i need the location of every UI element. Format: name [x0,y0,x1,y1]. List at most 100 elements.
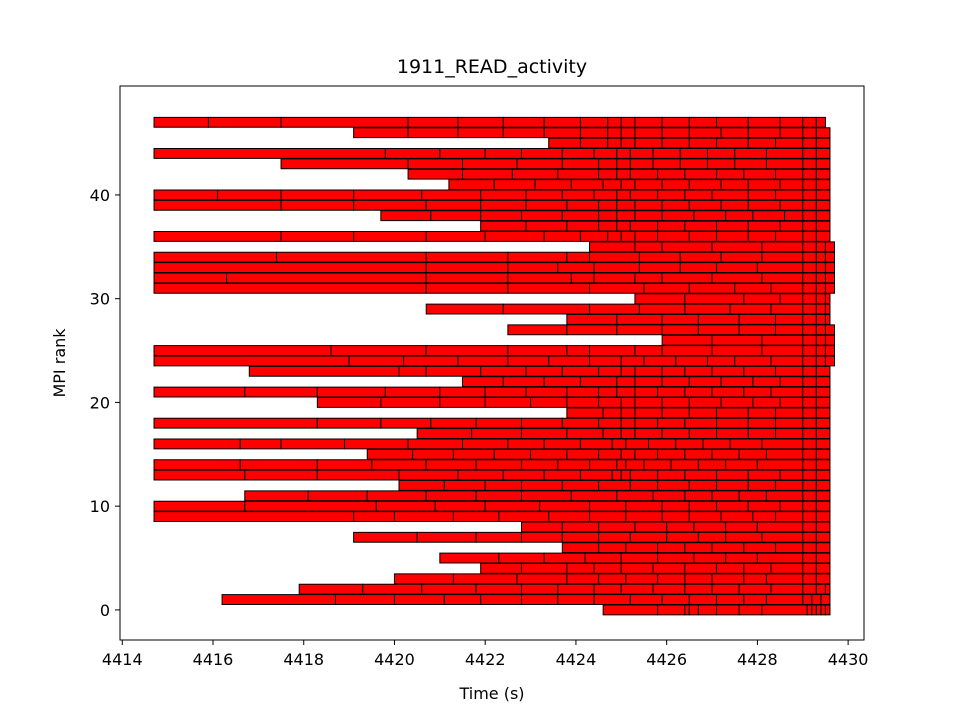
read-interval-bar [752,376,781,388]
read-interval-bar [824,272,836,284]
read-interval-bar [598,168,618,180]
read-interval-bar [566,345,591,356]
read-interval-bar [815,158,831,170]
read-interval-bar [824,314,831,325]
y-tick-label: 20 [90,393,110,412]
read-interval-bar [815,417,831,429]
read-interval-bar [425,282,509,294]
read-interval-bar [743,573,767,585]
read-interval-bar [815,397,831,408]
read-interval-bar [661,594,690,605]
read-interval-bar [579,116,609,128]
read-interval-bar [815,168,831,180]
read-interval-bar [815,490,831,502]
read-interval-bar [502,469,545,481]
read-interval-bar [815,293,826,305]
x-tick-label: 4430 [828,650,869,669]
read-interval-bar [761,251,804,263]
read-interval-bar [802,594,813,605]
read-interval-bar [153,386,246,398]
read-interval-bar [525,189,563,201]
read-interval-bar [666,521,695,533]
read-interval-bar [598,542,627,554]
read-interval-bar [620,127,636,139]
read-interval-bar [775,428,804,439]
read-interval-bar [543,469,581,481]
read-interval-bar [815,500,831,512]
read-interval-bar [684,448,713,460]
read-interval-bar [475,459,522,471]
read-interval-bar [775,365,804,377]
read-interval-bar [775,479,804,491]
read-interval-bar [747,231,777,242]
read-interval-bar [775,231,804,242]
read-interval-bar [684,293,745,305]
read-interval-bar [425,490,477,502]
read-interval-bar [738,314,777,325]
read-interval-bar [425,459,477,471]
read-interval-bar [747,137,777,149]
read-interval-bar [153,355,350,367]
read-interval-bar [747,479,777,491]
read-interval-bar [566,386,600,398]
read-interval-bar [543,438,581,450]
read-interval-bar [153,417,318,429]
read-interval-bar [775,417,804,429]
read-interval-bar [752,397,781,408]
read-interval-bar [824,293,831,305]
read-interval-bar [507,282,591,294]
read-interval-bar [566,573,600,585]
read-interval-bar [507,355,550,367]
read-interval-bar [153,262,427,273]
read-interval-bar [280,199,355,211]
read-interval-bar [643,459,672,471]
read-interval-bar [598,220,618,232]
read-interval-bar [743,386,772,398]
read-interval-bar [593,583,622,595]
read-interval-bar [457,469,504,481]
read-interval-bar [716,562,745,574]
read-interval-bar [439,552,500,564]
read-interval-bar [679,262,718,273]
read-interval-bar [675,438,704,450]
read-interval-bar [725,210,754,222]
read-interval-bar [802,397,817,408]
read-interval-bar [593,189,618,201]
read-interval-bar [716,262,758,273]
read-interval-bar [802,158,817,170]
read-interval-bar [761,334,804,346]
read-interval-bar [598,448,622,460]
read-interval-bar [815,355,826,367]
read-interval-bar [398,479,445,491]
read-interval-bar [520,148,563,159]
read-interval-bar [393,594,445,605]
read-interval-bar [688,127,722,139]
read-interval-bar [779,293,804,305]
read-interval-bar [620,231,636,242]
read-interval-bar [770,386,804,398]
read-interval-bar [443,479,486,491]
read-interval-bar [561,542,600,554]
read-interval-bar [688,500,718,512]
read-interval-bar [462,168,513,180]
read-interval-bar [770,562,804,574]
read-interval-bar [775,189,804,201]
read-interval-bar [652,562,686,574]
read-interval-bar [407,158,464,170]
read-interval-bar [244,500,377,512]
read-interval-bar [802,521,817,533]
read-interval-bar [657,573,686,585]
read-interval-bar [802,438,817,450]
read-interval-bar [815,231,831,242]
read-interval-bar [824,355,836,367]
x-axis-title: Time (s) [458,684,524,703]
read-interval-bar [802,210,817,222]
read-interval-bar [716,137,749,149]
read-interval-bar [561,148,595,159]
read-interval-bar [775,168,804,180]
read-interval-bar [507,262,559,273]
read-interval-bar [802,376,817,388]
read-interval-bar [711,490,740,502]
read-interval-bar [616,376,636,388]
read-interval-bar [652,490,686,502]
